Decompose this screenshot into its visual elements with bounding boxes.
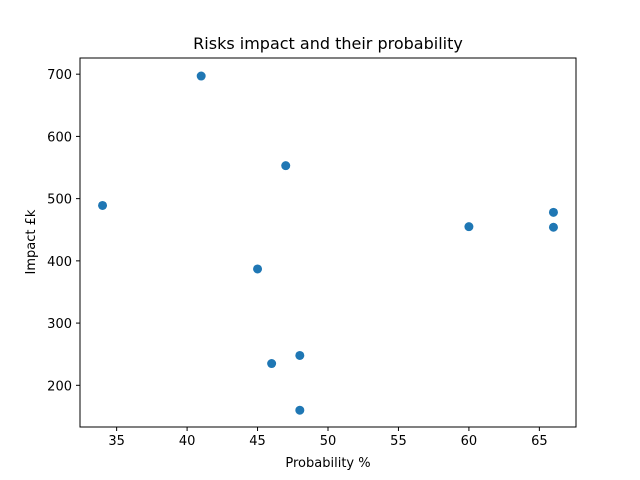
chart-title: Risks impact and their probability — [193, 34, 463, 53]
x-axis-ticks: 35 40 45 50 55 60 65 — [108, 427, 548, 449]
y-tick-label: 300 — [47, 317, 72, 332]
y-tick-label: 600 — [47, 130, 72, 145]
data-point — [295, 350, 305, 360]
plot-area-frame — [79, 57, 577, 428]
y-tick-label: 500 — [47, 193, 72, 208]
data-point — [98, 200, 108, 210]
x-tick-label: 65 — [531, 434, 548, 449]
x-tick-label: 50 — [320, 434, 337, 449]
y-tick-label: 400 — [47, 255, 72, 270]
data-point — [253, 264, 263, 274]
x-tick-label: 35 — [108, 434, 125, 449]
data-point — [548, 222, 558, 232]
data-point — [295, 405, 305, 415]
x-tick-label: 60 — [461, 434, 478, 449]
y-tick-label: 700 — [47, 68, 72, 83]
x-tick-label: 45 — [249, 434, 266, 449]
data-point — [196, 71, 206, 81]
x-tick-label: 55 — [390, 434, 407, 449]
data-point — [267, 359, 277, 369]
x-tick-label: 40 — [179, 434, 196, 449]
data-point — [281, 161, 291, 171]
data-points — [98, 71, 558, 415]
y-tick-label: 200 — [47, 379, 72, 394]
data-point — [548, 207, 558, 217]
x-axis-label: Probability % — [285, 456, 370, 471]
data-point — [464, 222, 474, 232]
y-axis-ticks: 200 300 400 500 600 700 — [47, 68, 80, 394]
y-axis-label: Impact £k — [24, 209, 39, 274]
